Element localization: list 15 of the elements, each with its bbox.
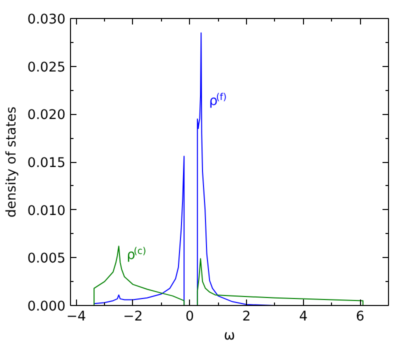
y-tick-label: 0.000 — [27, 300, 66, 314]
x-tick-label: 0 — [186, 310, 194, 324]
y-tick-label: 0.005 — [27, 252, 66, 267]
y-tick-label: 0.020 — [27, 108, 66, 124]
x-tick-label: −4 — [66, 310, 86, 324]
x-axis-title: ω — [224, 328, 236, 344]
y-tick-label: 0.010 — [27, 204, 66, 219]
y-tick-label: 0.030 — [27, 12, 66, 28]
x-tick-label: 2 — [242, 310, 251, 324]
x-tick-label: 6 — [356, 310, 364, 324]
y-tick-label: 0.015 — [27, 156, 66, 171]
x-tick-label: −2 — [123, 310, 143, 324]
y-tick-label: 0.025 — [27, 60, 66, 76]
y-axis-title: density of states — [4, 106, 20, 218]
x-tick-label: 4 — [299, 310, 308, 324]
